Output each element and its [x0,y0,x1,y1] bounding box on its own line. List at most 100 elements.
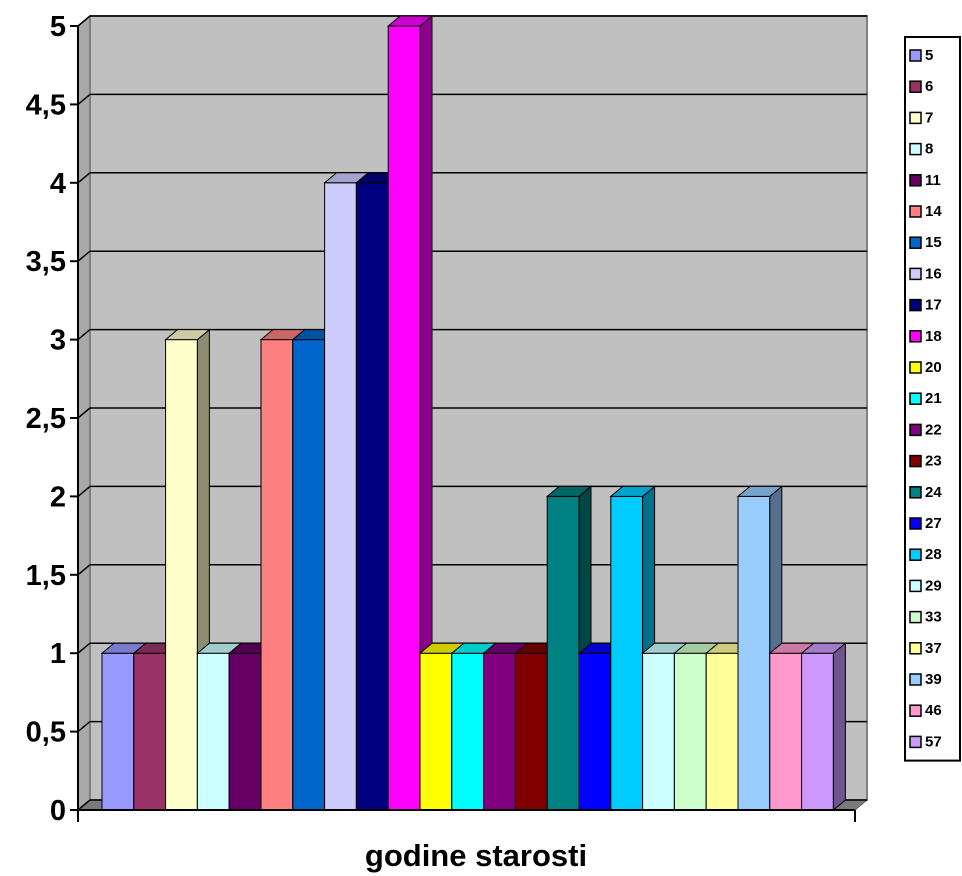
bar-top [164,329,211,341]
legend-label: 8 [925,141,933,158]
bar-front [419,652,453,811]
bar-side [832,642,846,812]
bar-front [546,495,580,811]
bar-top [736,485,784,497]
legend-label: 16 [925,265,942,282]
legend-label: 39 [925,671,942,688]
legend-swatch [909,517,922,530]
legend-item-23: 23 [909,453,942,470]
bar-front [165,339,198,811]
bar-57 [800,642,847,812]
legend-item-7: 7 [909,109,933,126]
legend-swatch [909,298,922,312]
bar-front [387,25,421,811]
legend-item-15: 15 [909,234,942,251]
bar-front [260,339,294,811]
legend-label: 22 [925,421,942,438]
legend-item-46: 46 [909,702,942,719]
legend-swatch [909,330,922,343]
legend-item-17: 17 [909,297,942,314]
legend-item-57: 57 [909,733,942,750]
legend-swatch [909,454,922,468]
x-axis-label: godine starosti [365,838,587,873]
gridline-left [77,407,91,419]
legend-label: 18 [925,328,942,345]
legend-item-29: 29 [909,577,942,594]
bar-front [483,652,516,811]
bar-top [609,485,656,497]
bar-front [514,652,548,811]
bar-front [292,339,326,811]
bar-front [101,652,135,811]
legend-item-33: 33 [909,609,942,626]
bar-front [801,652,834,811]
legend-item-28: 28 [909,546,942,563]
bar-front [737,495,771,811]
y-tick-label: 3,5 [26,246,66,278]
y-tick-label: 4,5 [26,89,66,121]
legend-label: 57 [925,733,942,750]
legend-swatch [909,642,922,655]
legend-item-24: 24 [909,484,942,501]
legend-item-6: 6 [909,78,933,95]
y-axis-ticks: 0 0,5 1 1,5 2 2,5 3 3,5 4 4,5 5 [26,11,78,827]
legend-swatch [909,236,922,249]
legend-swatch [909,111,922,125]
bar-front [133,652,167,811]
bar-front [578,652,612,811]
gridline-left [77,642,91,654]
legend-label: 5 [925,47,933,64]
legend-swatch [909,205,922,218]
bar-front [196,652,230,811]
bar-29 [641,642,688,812]
y-tick-label: 1 [50,638,66,670]
bar-front [769,652,803,811]
legend-label: 14 [925,203,942,220]
legend-item-16: 16 [909,265,942,282]
legend-swatch [909,392,922,405]
legend-swatch [909,49,922,62]
legend-swatch [909,174,922,187]
legend-label: 17 [925,297,942,314]
gridline-left [77,329,91,341]
bar-front [324,182,357,811]
y-tick-label: 1,5 [26,560,66,592]
y-tick-label: 4 [50,168,66,200]
legend-item-27: 27 [909,515,942,532]
bar-18 [386,14,434,812]
bar-front [642,652,675,811]
gridline-left [77,799,91,811]
legend-label: 11 [925,172,941,189]
y-tick-label: 5 [50,11,66,43]
legend-item-14: 14 [909,203,942,220]
bar-front [355,182,389,811]
legend-item-22: 22 [909,421,942,438]
legend-label: 20 [925,359,942,376]
legend-label: 23 [925,453,942,470]
legend-swatch [909,579,922,593]
legend-label: 28 [925,546,942,563]
legend-swatch [909,361,922,374]
legend-item-37: 37 [909,640,942,657]
legend-label: 33 [925,609,942,626]
legend-label: 27 [925,515,942,532]
legend-item-5: 5 [909,47,933,64]
legend-swatch [909,704,922,717]
gridline-left [77,250,91,262]
legend-swatch [909,267,922,281]
legend-label: 37 [925,640,942,657]
legend-item-11: 11 [909,172,941,189]
gridline-left [77,721,91,733]
bar-front [673,652,707,811]
bar-front [705,652,739,811]
legend-swatch [909,142,922,156]
y-tick-label: 2 [50,481,66,513]
bars [100,14,847,812]
legend-item-18: 18 [909,328,942,345]
legend-label: 29 [925,577,942,594]
bar-top [800,642,847,654]
legend-label: 21 [925,390,942,407]
legend-label: 15 [925,234,942,251]
gridline-left [77,172,91,184]
